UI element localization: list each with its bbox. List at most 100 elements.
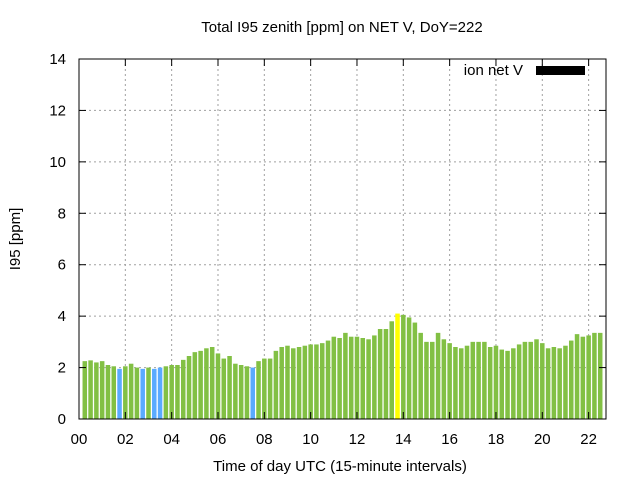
bar: [464, 345, 470, 419]
bar: [192, 352, 198, 419]
bar: [493, 345, 499, 419]
bar: [314, 344, 319, 419]
x-tick-label: 06: [210, 431, 227, 448]
bar: [545, 348, 551, 419]
bar: [574, 334, 580, 419]
y-tick-label: 2: [58, 360, 66, 377]
x-tick-label: 20: [534, 431, 551, 448]
bar: [233, 363, 238, 419]
bar: [111, 366, 117, 419]
bar: [568, 340, 574, 419]
bar: [157, 367, 163, 419]
bar: [343, 332, 348, 419]
bar: [140, 368, 145, 419]
bar: [511, 348, 516, 419]
x-tick-label: 22: [580, 431, 597, 448]
bar: [366, 339, 371, 419]
bar: [395, 313, 400, 419]
y-tick-label: 0: [58, 411, 66, 428]
bar: [482, 341, 487, 419]
bar: [377, 329, 383, 419]
x-tick-label: 18: [488, 431, 505, 448]
bar: [389, 321, 394, 419]
bar: [551, 347, 557, 419]
y-axis-label: I95 [ppm]: [7, 208, 24, 271]
bar: [401, 314, 406, 419]
plot-frame: [78, 58, 607, 420]
bar: [123, 366, 128, 419]
bar: [586, 335, 591, 419]
bar: [534, 339, 539, 419]
bar: [88, 360, 93, 419]
bar: [238, 365, 244, 419]
bar: [505, 350, 510, 419]
bar: [262, 358, 267, 419]
bar: [372, 335, 377, 419]
bar: [273, 350, 279, 419]
bar: [580, 336, 586, 419]
bar: [204, 348, 209, 419]
bar: [435, 332, 441, 419]
bar: [221, 358, 227, 419]
bar: [163, 366, 169, 419]
y-tick-label: 6: [58, 257, 66, 274]
bar: [412, 322, 418, 419]
bar: [447, 343, 452, 419]
bar: [244, 366, 250, 419]
x-tick-label: 08: [256, 431, 273, 448]
bar: [99, 361, 105, 419]
bar: [319, 343, 325, 419]
bar: [325, 340, 331, 419]
bar: [354, 336, 360, 419]
bar: [499, 349, 505, 419]
bar: [308, 344, 313, 419]
x-tick-label: 14: [395, 431, 412, 448]
chart-title: Total I95 zenith [ppm] on NET V, DoY=222: [201, 19, 482, 36]
bar: [215, 353, 221, 419]
bar: [267, 358, 273, 419]
bar: [540, 343, 545, 419]
bar: [592, 332, 597, 419]
legend-swatch: [536, 66, 585, 75]
bar: [186, 356, 192, 419]
x-tick-label: 10: [302, 431, 319, 448]
bar: [285, 345, 290, 419]
x-axis-label: Time of day UTC (15-minute intervals): [213, 458, 467, 475]
bar: [418, 332, 423, 419]
bar: [134, 367, 140, 419]
bar: [331, 336, 337, 419]
y-tick-label: 12: [49, 102, 66, 119]
bar: [82, 361, 88, 419]
bar: [302, 345, 308, 419]
legend: ion net V: [464, 62, 585, 79]
bar: [146, 367, 151, 419]
bar: [198, 350, 203, 419]
bar: [360, 338, 366, 419]
bar: [430, 341, 435, 419]
bar: [522, 341, 528, 419]
x-tick-label: 04: [163, 431, 180, 448]
bar: [209, 347, 215, 419]
bar: [383, 329, 389, 419]
bar: [337, 338, 342, 419]
bar: [487, 347, 493, 419]
bar: [117, 368, 122, 419]
bar: [476, 341, 481, 419]
y-tick-label: 14: [49, 51, 66, 68]
bar: [441, 339, 447, 419]
bar: [256, 361, 261, 419]
bar: [470, 341, 476, 419]
legend-label: ion net V: [464, 62, 523, 79]
bars: [82, 313, 603, 419]
bar: [458, 348, 464, 419]
bar: [424, 341, 429, 419]
bar: [152, 368, 157, 419]
bar: [597, 332, 603, 419]
y-tick-label: 8: [58, 205, 66, 222]
bar: [557, 348, 562, 419]
y-tick-label: 4: [58, 308, 66, 325]
bar: [105, 365, 111, 419]
x-tick-label: 16: [441, 431, 458, 448]
